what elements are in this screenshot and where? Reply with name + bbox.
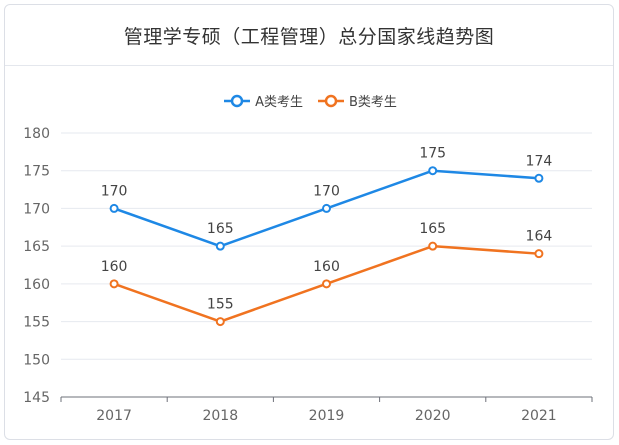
chart-title: 管理学专硕（工程管理）总分国家线趋势图: [123, 25, 495, 48]
x-tick-label: 2020: [415, 408, 451, 424]
data-label: 174: [526, 153, 553, 169]
x-tick-label: 2019: [309, 408, 345, 424]
y-tick-label: 160: [23, 277, 50, 293]
data-point: [534, 173, 544, 183]
data-point: [428, 241, 438, 251]
legend-marker-b: [324, 94, 338, 107]
data-point: [215, 241, 225, 251]
y-tick-label: 170: [23, 201, 50, 217]
x-tick-label: 2017: [96, 408, 132, 424]
data-label: 170: [101, 183, 128, 199]
legend-item-series-a[interactable]: A类考生: [223, 91, 303, 110]
data-label: 165: [419, 221, 446, 237]
y-tick-label: 165: [23, 239, 50, 255]
legend-symbol-series-b: [317, 94, 344, 107]
data-label: 164: [526, 229, 553, 245]
data-label: 160: [101, 259, 128, 275]
data-point: [109, 203, 119, 213]
data-point: [215, 317, 225, 327]
data-point: [534, 249, 544, 259]
data-label: 170: [313, 183, 340, 199]
data-point: [322, 279, 331, 289]
y-tick-label: 150: [23, 352, 50, 368]
data-point: [428, 166, 438, 176]
data-point: [322, 203, 331, 213]
y-tick-label: 175: [23, 164, 50, 180]
y-tick-label: 145: [23, 390, 50, 406]
y-tick-label: 155: [23, 315, 50, 331]
legend-label-series-a: A类考生: [255, 95, 303, 110]
data-label: 155: [207, 297, 234, 313]
y-tick-label: 180: [23, 126, 50, 142]
card-header: 管理学专硕（工程管理）总分国家线趋势图: [5, 5, 613, 66]
x-tick-label: 2018: [202, 408, 238, 424]
x-tick-label: 2021: [521, 408, 557, 424]
chart-card: 管理学专硕（工程管理）总分国家线趋势图 A类考生 B类考生: [4, 4, 614, 440]
legend-marker-a: [230, 94, 244, 107]
legend-symbol-series-a: [224, 94, 251, 107]
legend-label-series-b: B类考生: [348, 95, 397, 110]
data-label: 165: [207, 221, 234, 237]
chart-legend: A类考生 B类考生: [5, 91, 615, 110]
data-label: 175: [419, 146, 446, 162]
data-point: [109, 279, 119, 289]
legend-item-series-b[interactable]: B类考生: [317, 91, 397, 110]
data-label: 160: [313, 259, 340, 275]
